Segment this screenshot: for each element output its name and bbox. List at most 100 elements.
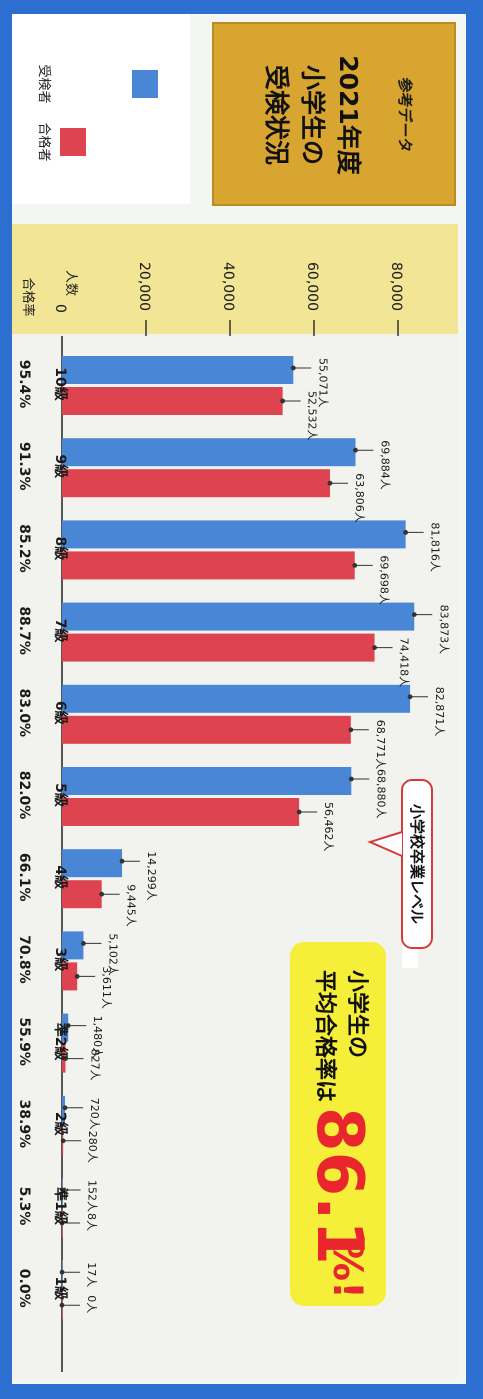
leader-dot xyxy=(290,365,296,371)
leader-dot xyxy=(119,858,125,864)
value-label-applicants: 68,880人 xyxy=(374,769,387,819)
leader-dot xyxy=(60,1187,66,1193)
pass-rate-label: 55.9% xyxy=(16,1017,32,1066)
value-label-applicants: 17人 xyxy=(85,1262,98,1287)
category-label: 3級 xyxy=(52,948,69,972)
tick-label: 40,000 xyxy=(220,262,236,311)
value-label-applicants: 55,071人 xyxy=(316,358,329,408)
leader-dot xyxy=(62,1105,68,1111)
bar-applicants xyxy=(62,602,415,631)
leader-dot xyxy=(348,727,354,733)
category-label: 7級 xyxy=(52,619,69,643)
leader-dot xyxy=(407,694,413,700)
leader-dot xyxy=(403,530,409,535)
average-callout-line2: 平均合格率は xyxy=(312,970,338,1102)
title-kicker: 参考データ xyxy=(396,77,414,152)
legend: 受検者 合格者 xyxy=(36,64,158,162)
value-label-applicants: 1,480人 xyxy=(91,1016,104,1059)
pass-rate-label: 83.0% xyxy=(16,689,32,738)
value-label-passers: 827人 xyxy=(88,1049,101,1081)
legend-box xyxy=(12,14,190,204)
value-label-passers: 52,532人 xyxy=(306,391,319,441)
leader-dot xyxy=(63,1056,68,1061)
average-callout-box xyxy=(290,942,386,1306)
value-label-passers: 63,806人 xyxy=(353,473,366,523)
bar-passers xyxy=(62,715,351,744)
leader-dot xyxy=(353,447,358,453)
category-label: 6級 xyxy=(52,701,69,725)
pass-rate-label: 85.2% xyxy=(16,524,32,573)
leader-dot xyxy=(60,1138,66,1144)
category-label: 5級 xyxy=(52,783,69,807)
annotation-callout: 小学校卒業レベル xyxy=(367,779,433,968)
value-label-passers: 68,771人 xyxy=(374,720,387,770)
value-label-passers: 280人 xyxy=(86,1131,99,1163)
pass-rate-label: 70.8% xyxy=(16,935,32,984)
bar-applicants xyxy=(62,767,352,795)
bar-applicants xyxy=(62,684,411,713)
value-label-applicants: 69,884人 xyxy=(379,440,392,490)
value-label-applicants: 82,871人 xyxy=(433,687,446,737)
category-label: 9級 xyxy=(52,454,69,478)
pass-rate-label: 66.1% xyxy=(16,853,32,902)
tick-label: 60,000 xyxy=(304,262,320,311)
value-label-applicants: 81,816人 xyxy=(429,522,442,572)
leader-dot xyxy=(280,398,286,404)
leader-dot xyxy=(411,612,417,617)
bar-applicants xyxy=(62,1095,66,1124)
axis-band xyxy=(12,224,458,334)
average-callout-value: 86.1 xyxy=(302,1107,376,1265)
bar-passers xyxy=(62,962,78,991)
bar-passers xyxy=(62,633,375,662)
value-label-applicants: 5,102人 xyxy=(106,933,119,976)
leader-dot xyxy=(59,1302,65,1308)
legend-swatch-applicants xyxy=(132,70,158,98)
leader-dot xyxy=(352,563,358,568)
value-label-passers: 3,611人 xyxy=(100,966,113,1009)
category-label: 準2級 xyxy=(52,1023,69,1061)
category-label: 1級 xyxy=(52,1276,69,1300)
pass-rate-label: 0.0% xyxy=(16,1269,32,1308)
annotation-arrow xyxy=(367,831,403,857)
value-label-passers: 9,445人 xyxy=(125,884,138,927)
category-label: 4級 xyxy=(52,865,69,889)
annotation-text: 小学校卒業レベル xyxy=(408,804,426,924)
bar-applicants xyxy=(62,931,84,960)
legend-swatch-passers xyxy=(60,128,86,156)
bar-passers xyxy=(62,798,300,826)
leader-dot xyxy=(59,1269,65,1275)
category-label: 準1級 xyxy=(52,1187,69,1225)
leader-dot xyxy=(59,1220,65,1226)
bar-applicants xyxy=(62,849,123,878)
leader-dot xyxy=(348,776,354,782)
pass-rate-label: 82.0% xyxy=(16,771,32,820)
legend-label-passers: 合格者 xyxy=(36,122,52,161)
tick-label: 80,000 xyxy=(388,262,404,311)
leader-dot xyxy=(327,480,333,486)
bars-layer xyxy=(62,356,415,1320)
leader-dot xyxy=(99,891,105,897)
bar-passers xyxy=(62,469,330,498)
tick-label: 20,000 xyxy=(136,262,152,311)
axis-rate-label: 合格率 xyxy=(20,277,36,316)
pass-rate-label: 38.9% xyxy=(16,1100,32,1149)
value-label-applicants: 720人 xyxy=(88,1098,101,1130)
bar-passers xyxy=(62,880,102,909)
axis-count-label: 人数 xyxy=(63,270,78,296)
leader-dot xyxy=(81,941,86,946)
pass-rate-label: 95.4% xyxy=(16,360,32,409)
leader-dot xyxy=(65,1023,71,1028)
annotation-frame xyxy=(401,779,433,949)
leader-dot xyxy=(296,809,302,815)
value-label-passers: 0人 xyxy=(85,1295,98,1313)
value-label-passers: 56,462人 xyxy=(322,802,335,852)
average-callout: 小学生の 平均合格率は 86.1 %! xyxy=(290,942,386,1306)
category-label: 8級 xyxy=(52,537,69,561)
value-label-applicants: 14,299人 xyxy=(145,851,158,901)
title-line-2: 小学生の xyxy=(298,65,327,165)
title-box xyxy=(212,22,456,206)
title-line-1: 2021年度 xyxy=(334,55,363,175)
value-label-passers: 74,418人 xyxy=(398,638,411,688)
title-line-3: 受検状況 xyxy=(262,65,291,165)
